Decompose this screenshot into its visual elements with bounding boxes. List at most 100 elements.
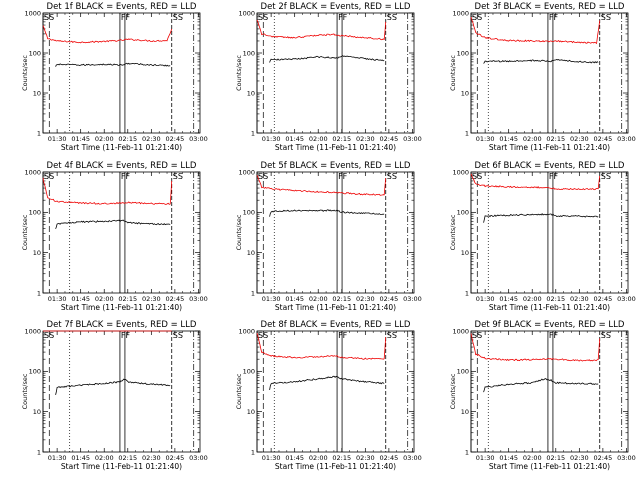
x-tick-label: 01:30 <box>48 135 67 143</box>
x-tick-label: 03:00 <box>189 295 208 303</box>
lld-rate-line <box>42 25 173 44</box>
x-tick-label: 02:00 <box>523 295 542 303</box>
x-tick-label: 02:30 <box>142 454 161 462</box>
marker-label: SS <box>472 331 482 340</box>
x-tick-label: 02:30 <box>570 135 589 143</box>
event-rate-line <box>269 55 385 63</box>
x-tick-label: 02:30 <box>142 135 161 143</box>
lld-rate-line <box>42 177 173 205</box>
x-tick-label: 01:45 <box>285 295 304 303</box>
x-tick-label: 01:30 <box>476 135 495 143</box>
marker-label: SS <box>173 13 183 22</box>
marker-label: FF <box>338 13 348 22</box>
marker-label: SS <box>258 172 268 181</box>
x-tick-label: 02:15 <box>546 135 565 143</box>
y-axis-label: Counts/sec <box>449 55 457 91</box>
y-axis-label: Counts/sec <box>21 55 29 91</box>
x-tick-label: 02:00 <box>523 454 542 462</box>
x-tick-label: 02:00 <box>309 454 328 462</box>
x-tick-label: 01:30 <box>48 295 67 303</box>
x-tick-label: 01:45 <box>499 454 518 462</box>
panel-title: Det 7f BLACK = Events, RED = LLD <box>47 320 197 330</box>
y-tick-label: 1 <box>251 448 255 456</box>
y-tick-label: 1 <box>37 289 41 297</box>
x-tick-label: 03:00 <box>617 135 636 143</box>
marker-label: FF <box>549 13 559 22</box>
lld-rate-line <box>256 332 387 360</box>
marker-label: SS <box>601 172 611 181</box>
x-tick-label: 02:45 <box>166 454 185 462</box>
y-tick-label: 100 <box>243 209 255 217</box>
x-tick-label: 01:45 <box>71 135 90 143</box>
panel-title: Det 6f BLACK = Events, RED = LLD <box>475 161 625 171</box>
x-tick-label: 02:15 <box>118 454 137 462</box>
x-tick-label: 02:00 <box>309 295 328 303</box>
y-tick-label: 10 <box>461 408 469 416</box>
lld-rate-line <box>470 16 601 45</box>
x-tick-label: 02:15 <box>546 295 565 303</box>
panel-title: Det 4f BLACK = Events, RED = LLD <box>47 161 197 171</box>
x-tick-label: 02:45 <box>380 295 399 303</box>
marker-label: SS <box>387 331 397 340</box>
panel-det-3: Det 3f BLACK = Events, RED = LLD 1 10 100 10… <box>449 2 636 152</box>
y-axis-label: Counts/sec <box>449 214 457 250</box>
marker-label: SS <box>258 331 268 340</box>
x-tick-label: 01:30 <box>476 295 495 303</box>
panel-det-6: Det 6f BLACK = Events, RED = LLD 1 10 100 10… <box>449 161 636 312</box>
marker-label: SS <box>601 13 611 22</box>
y-tick-label: 100 <box>243 368 255 376</box>
y-tick-label: 1 <box>251 129 255 137</box>
panel-title: Det 2f BLACK = Events, RED = LLD <box>261 2 411 12</box>
y-axis-label: Counts/sec <box>449 373 457 409</box>
y-tick-label: 10 <box>33 249 41 257</box>
y-tick-label: 1 <box>465 448 469 456</box>
panel-det-8: Det 8f BLACK = Events, RED = LLD 1 10 100 10… <box>235 320 422 471</box>
plot-frame <box>42 12 201 134</box>
y-axis-label: Counts/sec <box>21 214 29 250</box>
marker-label: FF <box>338 172 348 181</box>
y-tick-label: 100 <box>243 49 255 57</box>
x-tick-label: 02:45 <box>380 135 399 143</box>
x-tick-label: 01:45 <box>285 135 304 143</box>
x-axis-label: Start Time (11-Feb-11 01:21:40) <box>61 303 182 312</box>
y-tick-label: 100 <box>29 368 41 376</box>
y-tick-label: 1000 <box>452 168 469 176</box>
y-tick-label: 1000 <box>24 168 41 176</box>
marker-label: FF <box>121 172 131 181</box>
x-tick-label: 01:30 <box>262 454 281 462</box>
x-tick-label: 02:45 <box>166 295 185 303</box>
lld-rate-line <box>256 19 387 41</box>
x-tick-label: 02:45 <box>594 135 613 143</box>
y-tick-label: 100 <box>457 368 469 376</box>
x-tick-label: 02:30 <box>142 295 161 303</box>
lld-rate-line <box>256 175 387 196</box>
x-tick-label: 02:00 <box>309 135 328 143</box>
y-tick-label: 1 <box>37 129 41 137</box>
x-tick-label: 02:45 <box>594 295 613 303</box>
marker-label: FF <box>338 331 348 340</box>
event-rate-line <box>55 378 171 395</box>
y-tick-label: 10 <box>33 408 41 416</box>
y-tick-label: 1000 <box>452 327 469 335</box>
lld-rate-line <box>470 173 601 191</box>
x-axis-label: Start Time (11-Feb-11 01:21:40) <box>489 303 610 312</box>
event-rate-line <box>483 213 599 223</box>
marker-label: FF <box>549 172 559 181</box>
y-tick-label: 100 <box>29 49 41 57</box>
event-rate-line <box>55 62 171 67</box>
x-tick-label: 02:45 <box>594 454 613 462</box>
x-tick-label: 02:00 <box>523 135 542 143</box>
y-tick-label: 10 <box>247 89 255 97</box>
event-rate-line <box>269 375 385 390</box>
x-tick-label: 02:30 <box>570 295 589 303</box>
y-tick-label: 1 <box>465 129 469 137</box>
x-tick-label: 03:00 <box>617 295 636 303</box>
x-tick-label: 02:15 <box>332 454 351 462</box>
marker-label: FF <box>549 331 559 340</box>
y-tick-label: 1000 <box>452 9 469 17</box>
marker-label: SS <box>387 172 397 181</box>
x-tick-label: 02:00 <box>95 454 114 462</box>
x-tick-label: 02:15 <box>332 135 351 143</box>
y-tick-label: 10 <box>461 249 469 257</box>
